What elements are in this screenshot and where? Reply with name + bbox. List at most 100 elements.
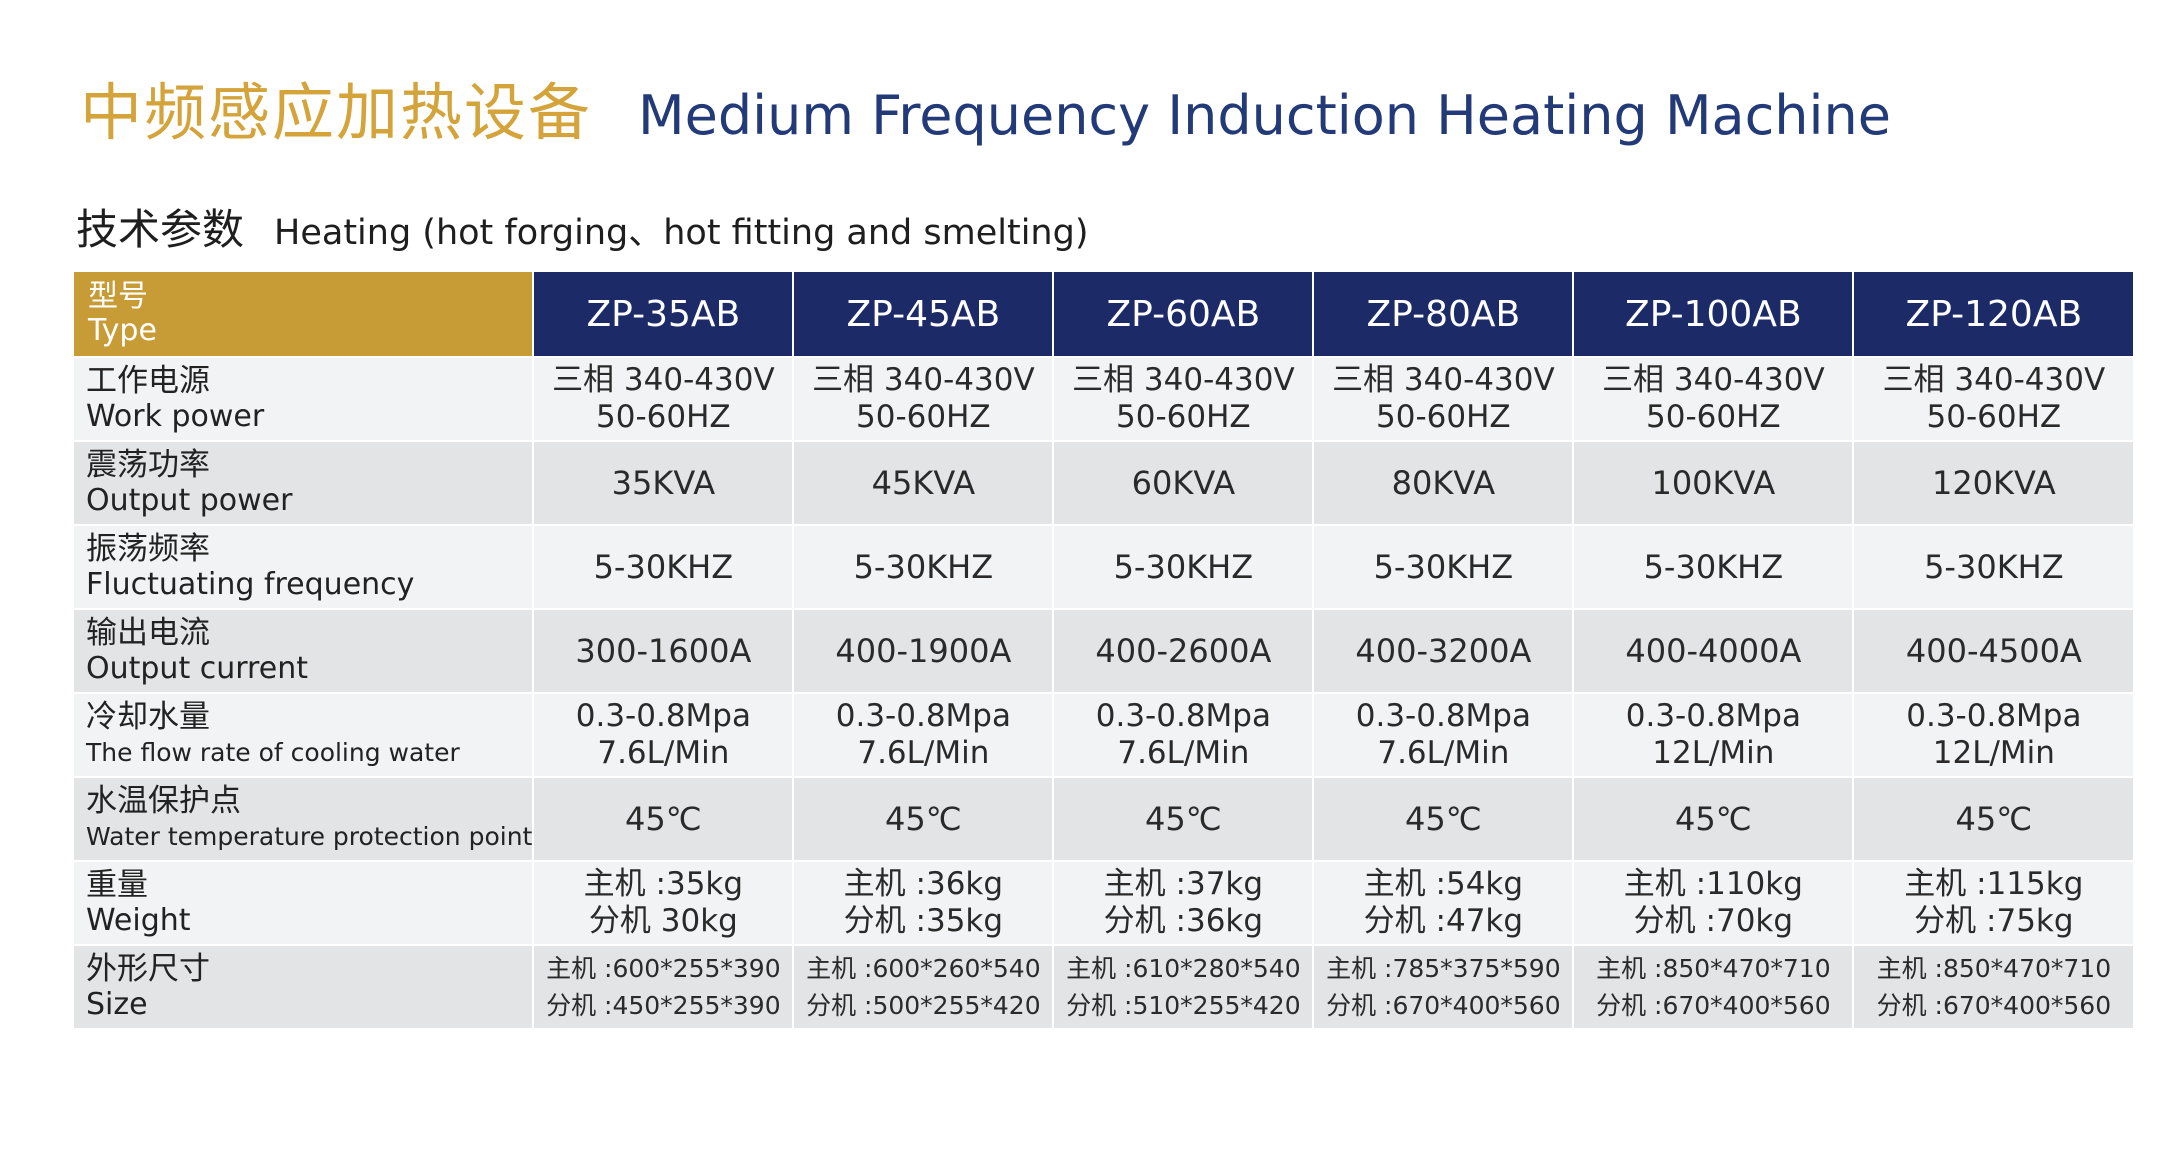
row-label: 重量 Weight <box>74 860 533 944</box>
table-row: 外形尺寸 Size 主机 :600*255*390 分机 :450*255*390 主机… <box>74 944 2134 1028</box>
cell-line: 分机 30kg <box>588 903 738 939</box>
row-label-cn: 振荡频率 <box>86 531 210 567</box>
cell-line: 主机 :850*470*710 <box>1596 954 1831 983</box>
cell-line: 三相 340-430V <box>1072 362 1295 398</box>
table-cell: 400-4500A <box>1852 608 2134 692</box>
cell-line: 5-30KHZ <box>1373 547 1514 586</box>
table-cell: 三相 340-430V 50-60HZ <box>1572 356 1853 440</box>
type-header-cn: 型号 <box>88 279 148 314</box>
cell-line: 分机 :35kg <box>843 903 1004 939</box>
row-label-cn: 重量 <box>86 867 148 903</box>
cell-line: 7.6L/Min <box>857 735 990 771</box>
cell-line: 主机 :850*470*710 <box>1876 954 2112 983</box>
cell-line: 三相 340-430V <box>552 362 775 398</box>
cell-line: 400-4500A <box>1905 631 2082 670</box>
cell-line: 45℃ <box>1145 799 1222 838</box>
cell-line: 5-30KHZ <box>853 547 994 586</box>
table-cell: 三相 340-430V 50-60HZ <box>1312 356 1573 440</box>
cell-line: 分机 :70kg <box>1633 903 1794 939</box>
table-cell: 45℃ <box>1572 776 1853 860</box>
table-cell: 三相 340-430V 50-60HZ <box>1852 356 2134 440</box>
row-label-cn: 外形尺寸 <box>86 951 210 987</box>
table-cell: 主机 :850*470*710 分机 :670*400*560 <box>1852 944 2134 1028</box>
table-row: 水温保护点 Water temperature protection point 4… <box>74 776 2134 860</box>
table-cell: 80KVA <box>1312 440 1573 524</box>
cell-line: 0.3-0.8Mpa <box>1095 698 1271 734</box>
row-label-en: Water temperature protection point <box>86 822 533 851</box>
table-cell: 0.3-0.8Mpa 12L/Min <box>1572 692 1853 776</box>
cell-line: 三相 340-430V <box>1332 362 1555 398</box>
cell-line: 5-30KHZ <box>1113 547 1254 586</box>
cell-line: 0.3-0.8Mpa <box>1906 698 2082 734</box>
cell-line: 5-30KHZ <box>593 547 734 586</box>
cell-line: 分机 :670*400*560 <box>1876 991 2112 1020</box>
cell-line: 分机 :670*400*560 <box>1596 991 1831 1020</box>
cell-line: 主机 :54kg <box>1363 866 1524 902</box>
table-row: 输出电流 Output current 300-1600A 400-1900A 400-… <box>74 608 2134 692</box>
cell-line: 45℃ <box>1955 799 2033 838</box>
table-cell: 45℃ <box>792 776 1053 860</box>
table-cell: 三相 340-430V 50-60HZ <box>1052 356 1313 440</box>
table-row: 震荡功率 Output power 35KVA 45KVA 60KVA 80KVA 100K… <box>74 440 2134 524</box>
row-label: 振荡频率 Fluctuating frequency <box>74 524 533 608</box>
cell-line: 7.6L/Min <box>1117 735 1250 771</box>
cell-line: 分机 :670*400*560 <box>1326 991 1561 1020</box>
table-cell: 主机 :54kg 分机 :47kg <box>1312 860 1573 944</box>
cell-line: 5-30KHZ <box>1924 547 2064 586</box>
table-cell: 主机 :37kg 分机 :36kg <box>1052 860 1313 944</box>
row-label: 外形尺寸 Size <box>74 944 533 1028</box>
cell-line: 分机 :450*255*390 <box>546 991 781 1020</box>
row-label-en: Weight <box>86 903 191 938</box>
section-heading-english: Heating (hot forging、hot fitting and sme… <box>274 213 1089 253</box>
table-cell: 主机 :110kg 分机 :70kg <box>1572 860 1853 944</box>
table-cell: 60KVA <box>1052 440 1313 524</box>
title-english: Medium Frequency Induction Heating Machi… <box>638 84 1891 147</box>
cell-line: 三相 340-430V <box>1882 362 2106 398</box>
table-row: 重量 Weight 主机 :35kg 分机 30kg 主机 :36kg 分机 :35kg 主… <box>74 860 2134 944</box>
cell-line: 50-60HZ <box>1376 399 1511 435</box>
cell-line: 35KVA <box>611 463 716 502</box>
table-cell: 主机 :610*280*540 分机 :510*255*420 <box>1052 944 1313 1028</box>
row-label-cn: 震荡功率 <box>86 447 210 483</box>
model-header-cell: ZP-60AB <box>1052 272 1313 356</box>
table-cell: 400-2600A <box>1052 608 1313 692</box>
table-cell: 主机 :115kg 分机 :75kg <box>1852 860 2134 944</box>
table-cell: 0.3-0.8Mpa 7.6L/Min <box>532 692 793 776</box>
type-header-cell: 型号 Type <box>74 272 533 356</box>
cell-line: 主机 :36kg <box>843 866 1004 902</box>
cell-line: 分机 :75kg <box>1914 903 2074 939</box>
table-cell: 100KVA <box>1572 440 1853 524</box>
cell-line: 7.6L/Min <box>1377 735 1510 771</box>
cell-line: 主机 :785*375*590 <box>1326 954 1561 983</box>
table-cell: 主机 :850*470*710 分机 :670*400*560 <box>1572 944 1853 1028</box>
model-header-cell: ZP-35AB <box>532 272 793 356</box>
model-header-cell: ZP-80AB <box>1312 272 1573 356</box>
cell-line: 三相 340-430V <box>1602 362 1825 398</box>
row-label-cn: 水温保护点 <box>86 783 241 819</box>
row-label-en: Output power <box>86 483 293 518</box>
model-header-cell: ZP-120AB <box>1852 272 2134 356</box>
model-header-cell: ZP-100AB <box>1572 272 1853 356</box>
table-cell: 5-30KHZ <box>1312 524 1573 608</box>
page-title: 中频感应加热设备 Medium Frequency Induction Heat… <box>80 62 1891 152</box>
table-cell: 5-30KHZ <box>1852 524 2134 608</box>
cell-line: 分机 :47kg <box>1363 903 1524 939</box>
cell-line: 5-30KHZ <box>1643 547 1784 586</box>
table-cell: 45℃ <box>1312 776 1573 860</box>
table-cell: 35KVA <box>532 440 793 524</box>
cell-line: 45KVA <box>871 463 976 502</box>
cell-line: 12L/Min <box>1932 735 2055 771</box>
row-label-en: Work power <box>86 399 265 434</box>
cell-line: 主机 :600*255*390 <box>546 954 781 983</box>
cell-line: 50-60HZ <box>1116 399 1251 435</box>
cell-line: 0.3-0.8Mpa <box>1625 698 1801 734</box>
cell-line: 120KVA <box>1931 463 2056 502</box>
cell-line: 0.3-0.8Mpa <box>1355 698 1531 734</box>
cell-line: 0.3-0.8Mpa <box>575 698 751 734</box>
cell-line: 主机 :600*260*540 <box>806 954 1041 983</box>
spec-table-body: 工作电源 Work power 三相 340-430V 50-60HZ 三相 340-4… <box>74 356 2134 1028</box>
row-label-cn: 输出电流 <box>86 615 210 651</box>
table-cell: 主机 :785*375*590 分机 :670*400*560 <box>1312 944 1573 1028</box>
table-cell: 0.3-0.8Mpa 12L/Min <box>1852 692 2134 776</box>
table-cell: 0.3-0.8Mpa 7.6L/Min <box>792 692 1053 776</box>
